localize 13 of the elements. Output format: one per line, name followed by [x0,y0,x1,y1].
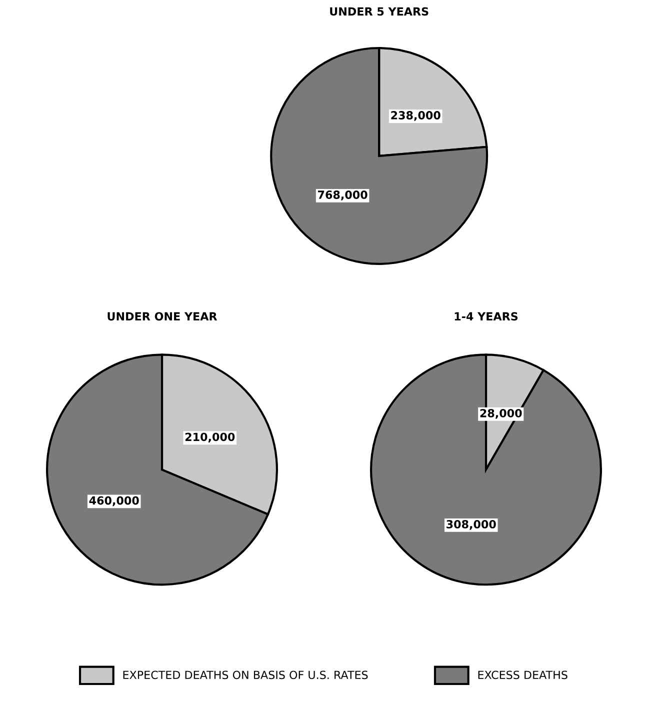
chart-title: UNDER ONE YEAR [108,312,218,321]
data-label: 460,000 [89,496,139,506]
data-label: 210,000 [185,432,235,443]
legend-label: EXPECTED DEATHS ON BASIS OF U.S. RATES [123,670,368,680]
data-label: 308,000 [446,520,496,530]
data-label: 238,000 [391,111,440,121]
legend-label: EXCESS DEATHS [478,670,568,680]
pie-slice [270,46,488,265]
data-label: 28,000 [480,408,522,419]
chart-title: 1-4 YEARS [454,312,518,321]
pie-slice [370,354,602,586]
data-label: 768,000 [318,190,368,200]
chart-title: UNDER 5 YEARS [330,7,428,16]
